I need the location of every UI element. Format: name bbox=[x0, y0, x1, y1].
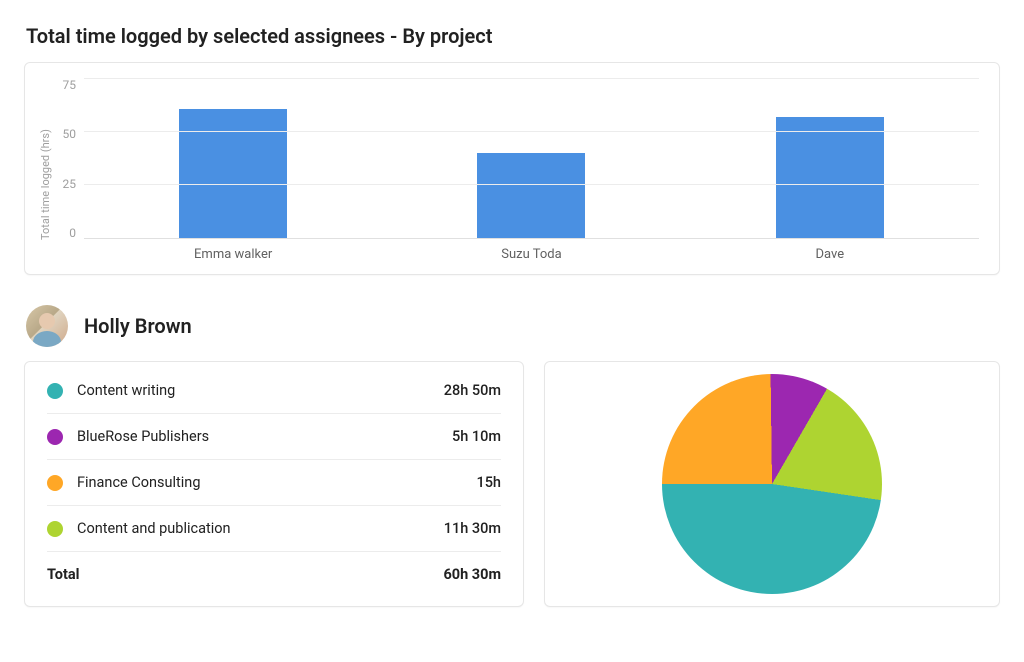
color-swatch bbox=[47, 475, 63, 491]
y-tick: 50 bbox=[52, 128, 76, 140]
bar-chart-x-labels: Emma walkerSuzu TodaDave bbox=[84, 247, 979, 262]
project-list-card: Content writing28h 50mBlueRose Publisher… bbox=[24, 361, 524, 607]
list-item-label: Finance Consulting bbox=[77, 474, 476, 491]
list-item-value: 15h bbox=[476, 474, 501, 491]
page-title: Total time logged by selected assignees … bbox=[26, 24, 1000, 48]
list-item-label: Content writing bbox=[77, 382, 444, 399]
y-tick: 25 bbox=[52, 178, 76, 190]
list-item: Content writing28h 50m bbox=[47, 368, 501, 414]
bar-slot bbox=[681, 79, 979, 238]
bar bbox=[776, 117, 884, 238]
list-item: Content and publication11h 30m bbox=[47, 506, 501, 552]
pie-chart-card bbox=[544, 361, 1000, 607]
x-label: Suzu Toda bbox=[382, 247, 680, 262]
bar bbox=[179, 109, 287, 238]
list-item: Finance Consulting15h bbox=[47, 460, 501, 506]
list-item-value: 11h 30m bbox=[444, 520, 501, 537]
list-item: BlueRose Publishers5h 10m bbox=[47, 414, 501, 460]
gridline bbox=[84, 78, 979, 79]
person-header: Holly Brown bbox=[26, 305, 1000, 347]
list-item-value: 5h 10m bbox=[452, 428, 501, 445]
bar-chart-plot-area bbox=[84, 79, 979, 239]
bar-chart-y-axis-label: Total time logged (hrs) bbox=[35, 79, 52, 266]
y-tick: 0 bbox=[52, 227, 76, 239]
person-name: Holly Brown bbox=[84, 314, 192, 338]
list-total-row: Total60h 30m bbox=[47, 552, 501, 597]
y-tick: 75 bbox=[52, 79, 76, 91]
gridline bbox=[84, 184, 979, 185]
bar-chart-card: Total time logged (hrs) 75 50 25 0 Emma wal… bbox=[24, 62, 1000, 275]
total-value: 60h 30m bbox=[443, 566, 501, 583]
bar-slot bbox=[382, 79, 680, 238]
bar-slot bbox=[84, 79, 382, 238]
x-label: Dave bbox=[681, 247, 979, 262]
color-swatch bbox=[47, 383, 63, 399]
bar bbox=[477, 153, 585, 238]
bar-chart-y-ticks: 75 50 25 0 bbox=[52, 79, 84, 239]
avatar bbox=[26, 305, 68, 347]
list-item-label: BlueRose Publishers bbox=[77, 428, 452, 445]
pie-chart bbox=[662, 374, 882, 594]
color-swatch bbox=[47, 429, 63, 445]
color-swatch bbox=[47, 521, 63, 537]
list-item-label: Content and publication bbox=[77, 520, 444, 537]
gridline bbox=[84, 131, 979, 132]
total-label: Total bbox=[47, 566, 443, 583]
person-section: Holly Brown Content writing28h 50mBlueRo… bbox=[24, 305, 1000, 607]
list-item-value: 28h 50m bbox=[444, 382, 501, 399]
x-label: Emma walker bbox=[84, 247, 382, 262]
